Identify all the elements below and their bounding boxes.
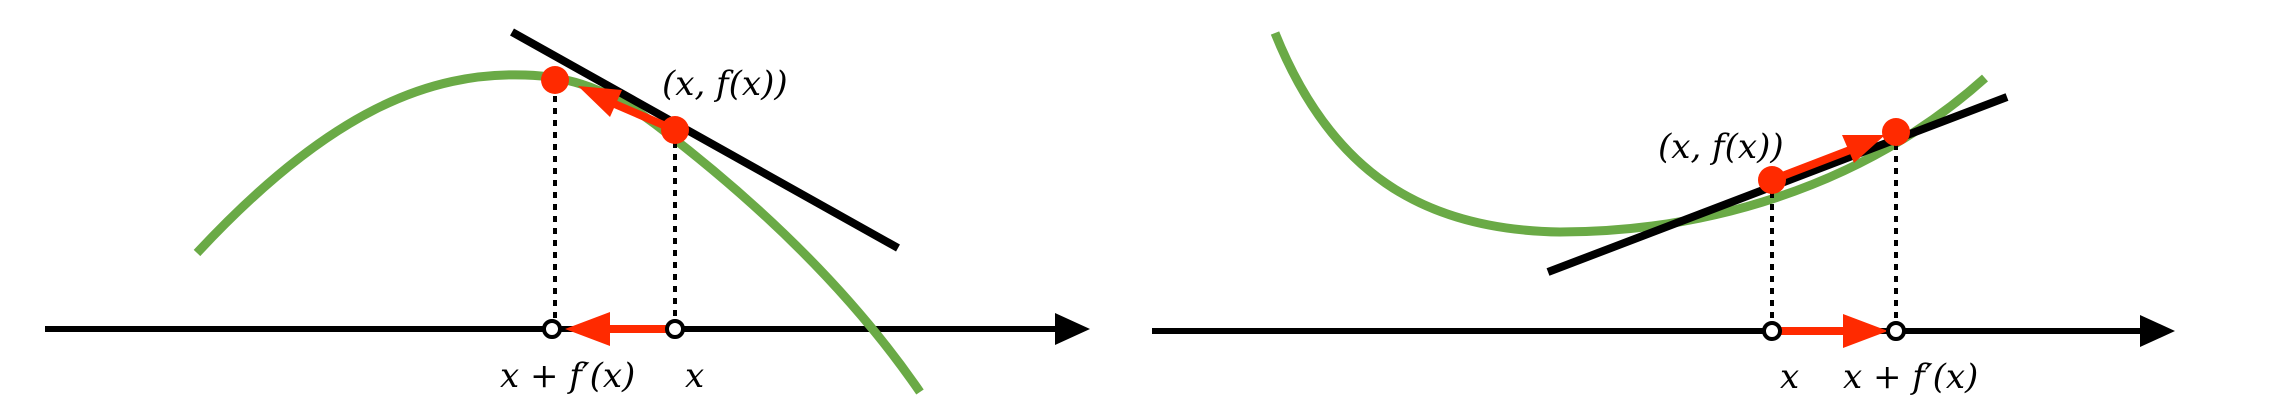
left-panel: (x, f(x)) x + f′(x) x [45, 28, 1090, 396]
left-point-dot [661, 116, 689, 144]
left-x-marker [665, 319, 685, 339]
left-curve [193, 70, 924, 395]
left-x-axis-arrowhead [1055, 313, 1090, 345]
right-x-label: x [1780, 357, 1799, 397]
left-x-label: x [685, 356, 704, 396]
right-panel: (x, f(x)) x x + f′(x) [1152, 31, 2175, 397]
left-tangent-step-arrowhead [578, 86, 622, 117]
right-x-axis-arrowhead [2140, 315, 2175, 347]
right-axis-step-arrowhead [1843, 314, 1888, 348]
right-point-dot [1758, 166, 1786, 194]
left-step-label: x + f′(x) [500, 356, 635, 396]
left-new-point-dot [541, 66, 569, 94]
left-axis-step-arrowhead [565, 312, 610, 346]
right-step-label: x + f′(x) [1843, 357, 1978, 397]
left-point-label: (x, f(x)) [662, 64, 788, 104]
right-x-marker [1762, 321, 1782, 341]
left-new-x-marker [542, 319, 562, 339]
right-point-label: (x, f(x)) [1658, 127, 1784, 167]
right-new-point-dot [1882, 118, 1910, 146]
right-tangent-step-arrowhead [1842, 135, 1885, 163]
left-tangent-line [510, 28, 900, 252]
right-curve [1270, 31, 1989, 237]
right-new-x-marker [1886, 321, 1906, 341]
